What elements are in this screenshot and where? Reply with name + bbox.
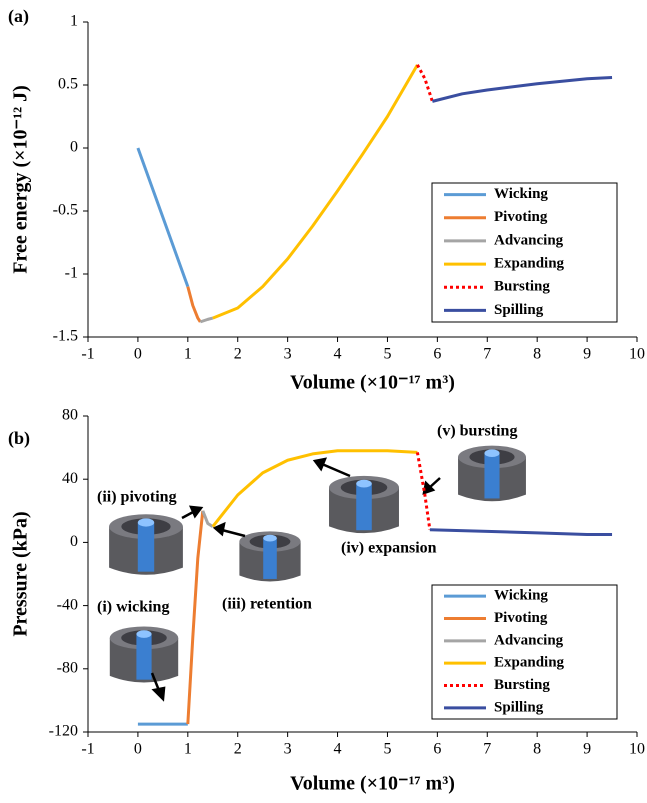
series-line	[186, 510, 205, 725]
annotation: (iv) expansion	[341, 540, 437, 557]
legend-label: Advancing	[494, 232, 564, 248]
x-axis-label: Volume (×10⁻¹⁷ m³)	[290, 773, 455, 795]
series-line	[199, 316, 214, 324]
x-tick-label: 10	[629, 741, 645, 758]
series-line	[429, 528, 613, 536]
x-tick-label: 6	[433, 346, 441, 363]
x-tick-label: 1	[184, 741, 192, 758]
panel-label: (b)	[8, 428, 30, 449]
x-tick-label: -1	[81, 346, 94, 363]
x-tick-label: 9	[583, 741, 591, 758]
legend-label: Expanding	[494, 256, 565, 272]
series-line	[415, 452, 432, 530]
x-tick-label: 0	[134, 346, 142, 363]
x-tick-label: 3	[284, 346, 292, 363]
x-tick-label: 7	[483, 741, 491, 758]
y-tick-label: -40	[57, 596, 78, 613]
x-tick-label: 6	[433, 741, 441, 758]
x-tick-label: 8	[533, 741, 541, 758]
legend-label: Advancing	[494, 632, 564, 648]
series-line	[212, 64, 419, 320]
y-axis-label: Pressure (kPa)	[10, 511, 32, 636]
y-tick-label: -0.5	[53, 202, 78, 219]
annotation: (iii) retention	[222, 596, 312, 613]
x-tick-label: 5	[383, 741, 391, 758]
x-tick-label: 3	[284, 741, 292, 758]
x-tick-label: 2	[234, 741, 242, 758]
icon-pivoting	[109, 514, 183, 575]
y-tick-label: 40	[62, 470, 78, 487]
legend-label: Spilling	[494, 699, 544, 715]
legend-box	[431, 584, 618, 720]
legend-label: Pivoting	[494, 610, 548, 626]
y-tick-label: -120	[49, 723, 78, 740]
x-tick-label: -1	[81, 741, 94, 758]
series-line	[416, 64, 434, 102]
x-tick-label: 0	[134, 741, 142, 758]
x-tick-label: 7	[483, 346, 491, 363]
illustrations	[109, 445, 526, 702]
y-tick-label: 80	[62, 407, 78, 424]
x-tick-label: 2	[234, 346, 242, 363]
series-line	[201, 510, 214, 528]
panel-label: (a)	[8, 6, 29, 27]
series-line	[136, 147, 190, 288]
y-tick-label: -1	[65, 265, 78, 282]
y-tick-label: 0.5	[58, 76, 78, 93]
icon-wicking	[109, 626, 179, 683]
icon-expansion	[329, 475, 399, 534]
y-axis-label: Free energy (×10⁻¹² J)	[10, 85, 32, 274]
x-tick-label: 10	[629, 346, 645, 363]
legend-label: Spilling	[494, 302, 544, 318]
y-tick-label: 1	[70, 13, 78, 30]
series-line	[432, 75, 613, 103]
y-tick-label: -1.5	[53, 328, 78, 345]
x-tick-label: 5	[383, 346, 391, 363]
legend-label: Bursting	[494, 677, 550, 693]
legend-label: Wicking	[494, 588, 548, 604]
series-line	[186, 286, 202, 323]
icon-retention	[239, 531, 301, 582]
y-tick-label: 0	[70, 139, 78, 156]
legend-label: Wicking	[494, 186, 548, 202]
x-tick-label: 8	[533, 346, 541, 363]
legend-label: Pivoting	[494, 209, 548, 225]
legend-box	[431, 182, 618, 323]
annotation: (i) wicking	[97, 599, 169, 616]
legend-label: Expanding	[494, 655, 565, 671]
annotation: (v) bursting	[437, 423, 517, 440]
y-tick-label: 0	[70, 533, 78, 550]
x-axis-label: Volume (×10⁻¹⁷ m³)	[290, 372, 455, 394]
arrows	[150, 457, 441, 702]
x-tick-label: 1	[184, 346, 192, 363]
series-line	[211, 449, 418, 528]
y-tick-label: -80	[57, 659, 78, 676]
x-tick-label: 4	[334, 346, 342, 363]
annotation: (ii) pivoting	[97, 489, 177, 506]
legend-label: Bursting	[494, 279, 550, 295]
x-tick-label: 4	[334, 741, 342, 758]
x-tick-label: 9	[583, 346, 591, 363]
icon-bursting	[458, 445, 526, 502]
